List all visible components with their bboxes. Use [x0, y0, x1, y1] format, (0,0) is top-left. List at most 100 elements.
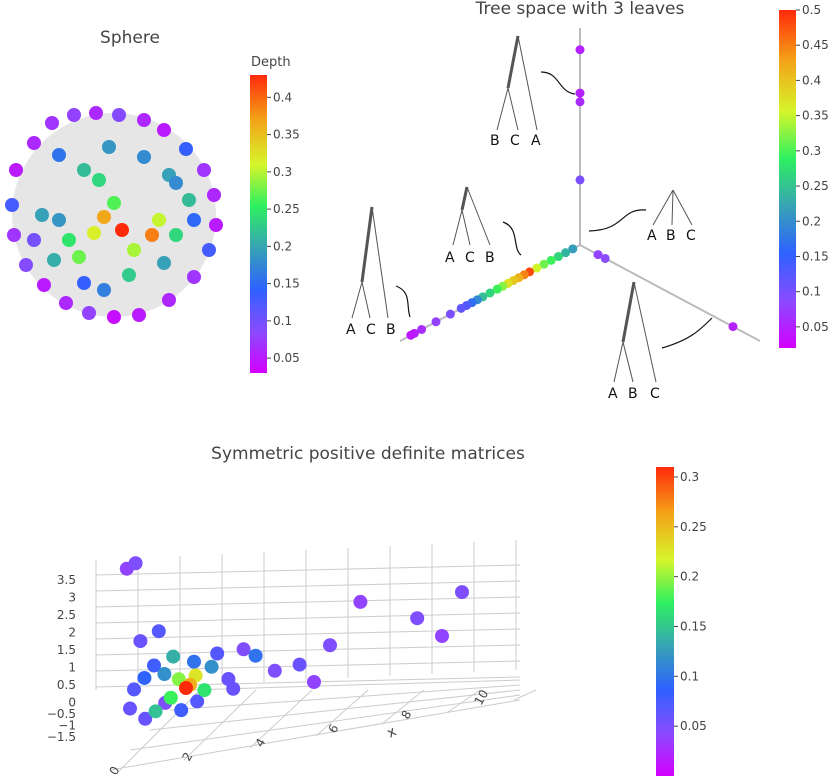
colorbar-tick-label: 0.25: [680, 520, 707, 534]
sphere-point: [115, 223, 129, 237]
tree-point: [553, 252, 563, 262]
tree-point: [492, 284, 502, 294]
grid-line: [95, 628, 521, 640]
colorbar-tick-label: 0.5: [802, 3, 821, 17]
sphere-point: [35, 208, 49, 222]
colorbar-tick-label: 0.1: [680, 669, 699, 683]
tree-diagram-top: [496, 35, 576, 131]
spd-point: [166, 649, 181, 664]
colorbar-tick-label: 0.4: [802, 73, 821, 87]
tree-top-leaf-3: A: [531, 133, 541, 149]
spd-point: [148, 704, 163, 719]
sphere-point: [52, 213, 66, 227]
z-tick-label: 1: [68, 661, 76, 675]
spd-point: [353, 594, 368, 609]
tree-diagram-star: [588, 189, 693, 232]
z-tick-label: 2.5: [57, 608, 76, 622]
colorbar-tick-label: 0.2: [802, 214, 821, 228]
tree-point: [575, 97, 585, 107]
spd-colorbar: [656, 467, 674, 776]
colorbar-tick-label: 0.3: [273, 165, 292, 179]
z-tick-label: 3.5: [57, 573, 76, 587]
tree-left-lower-leaf-3: B: [386, 322, 396, 338]
sphere-point: [137, 113, 151, 127]
sphere-point: [152, 213, 166, 227]
spd-point: [197, 683, 212, 698]
spd-point: [147, 658, 161, 673]
z-tick-label: 1.5: [57, 643, 76, 657]
grid-line: [129, 694, 521, 751]
tree-point: [593, 250, 603, 260]
colorbar-tick-label: 0.15: [802, 249, 829, 263]
grid-line: [189, 679, 521, 691]
tree-panel: Tree space with 3 leaves B C A A C B: [346, 0, 829, 402]
tree-point: [456, 303, 466, 313]
tree-star-leaf-1: A: [647, 228, 657, 244]
grid-line: [381, 689, 425, 725]
tree-left-upper-leaf-2: C: [465, 250, 475, 266]
tree-point: [568, 244, 578, 254]
sphere-point: [187, 213, 201, 227]
spd-point: [137, 670, 152, 685]
tree-diagram-left-upper: [452, 186, 522, 256]
spd-point: [123, 701, 137, 716]
sphere-colorbar-ticks: 0.05 0.1 0.15 0.2 0.25 0.3 0.35 0.4: [267, 90, 300, 365]
grid-line: [183, 689, 257, 761]
colorbar-tick-label: 0.15: [273, 277, 300, 291]
colorbar-tick-label: 0.15: [680, 619, 707, 633]
tree-diagram-bottom-right: [613, 281, 713, 383]
colorbar-tick-label: 0.45: [802, 38, 829, 52]
sphere-title: Sphere: [100, 28, 160, 48]
tree-point: [575, 175, 585, 185]
sphere-points: [5, 106, 223, 324]
colorbar-tick-label: 0.25: [273, 202, 300, 216]
sphere-point: [47, 253, 61, 267]
x-tick-label: 2: [179, 750, 195, 764]
tree-star-leaf-2: B: [666, 228, 676, 244]
tree-title: Tree space with 3 leaves: [475, 0, 685, 19]
sphere-point: [37, 278, 51, 292]
tree-point: [485, 288, 495, 298]
colorbar-tick-label: 0.05: [273, 351, 300, 365]
spd-point: [236, 642, 251, 657]
tree-point: [431, 317, 441, 327]
sphere-colorbar: [250, 75, 267, 373]
spd-point: [179, 681, 193, 695]
sphere-point: [97, 210, 111, 224]
sphere-panel: Sphere Depth 0.050.10.150.20.250.30.350.…: [5, 28, 300, 373]
colorbar-tick-label: 0.1: [802, 285, 821, 299]
sphere-point: [87, 226, 101, 240]
z-tick-label: 2: [68, 626, 76, 640]
sphere-point: [102, 140, 116, 154]
colorbar-tick-label: 0.35: [273, 128, 300, 142]
tree-point: [417, 324, 427, 334]
grid-line: [169, 684, 521, 711]
sphere-point: [137, 150, 151, 164]
spd-colorbar-ticks: 0.05 0.1 0.15 0.2 0.25 0.3: [674, 470, 707, 733]
spd-panel: Symmetric positive definite matrices 024…: [47, 444, 707, 778]
tree-colorbar-ticks: 0.05 0.1 0.15 0.2 0.25 0.3 0.35 0.4 0.45 0.5: [796, 3, 829, 334]
colorbar-tick-label: 0.25: [802, 179, 829, 193]
tree-top-leaf-1: B: [490, 133, 500, 149]
tree-points: [406, 45, 738, 340]
grid-line: [249, 689, 313, 749]
spd-points: [119, 556, 469, 726]
grid-line: [315, 689, 369, 737]
sphere-point: [162, 293, 176, 307]
tree-bottom-right-leaf-2: B: [628, 386, 638, 402]
tree-point: [600, 253, 610, 263]
spd-point: [455, 585, 469, 600]
grid-line: [95, 596, 521, 608]
z-tick-label: 3: [68, 591, 76, 605]
sphere-point: [89, 106, 103, 120]
colorbar-tick-label: 0.2: [680, 570, 699, 584]
sphere-point: [182, 193, 196, 207]
sphere-point: [72, 250, 86, 264]
spd-point: [128, 556, 143, 571]
tree-left-lower-leaf-1: A: [346, 322, 356, 338]
sphere-point: [52, 148, 66, 162]
sphere-point: [77, 163, 91, 177]
tree-point: [445, 309, 455, 319]
grid-line: [95, 612, 521, 624]
